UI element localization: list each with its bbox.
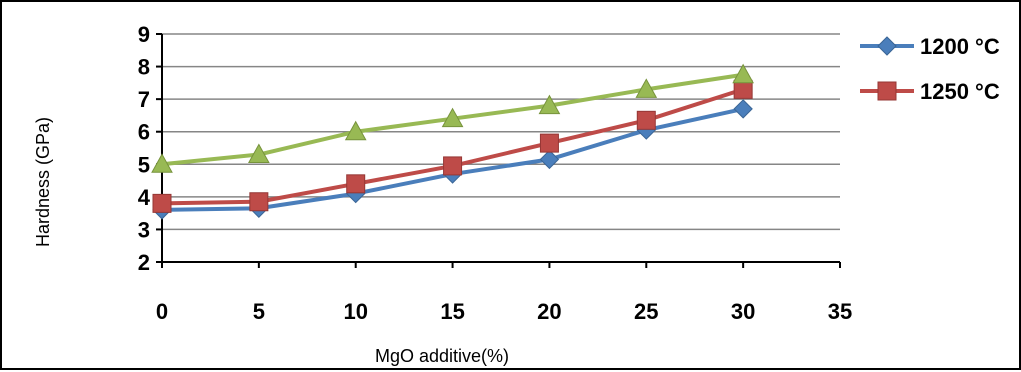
x-tick-label-15: 15 bbox=[440, 299, 464, 324]
data-point-s1-0 bbox=[152, 193, 172, 213]
legend-label-1: 1250 °C bbox=[920, 79, 1000, 104]
data-point-s2-6 bbox=[732, 63, 754, 84]
data-point-s1-1 bbox=[249, 192, 269, 212]
data-point-s2-3 bbox=[441, 107, 464, 128]
y-tick-label-3: 3 bbox=[138, 217, 150, 242]
x-tick-label-5: 5 bbox=[253, 299, 265, 324]
x-tick-label-20: 20 bbox=[537, 299, 561, 324]
legend-label-0: 1200 °C bbox=[920, 34, 1000, 59]
legend: 1200 °C 1250 °C bbox=[860, 34, 1000, 104]
x-axis-title: MgO additive(%) bbox=[375, 346, 509, 366]
y-tick-label-5: 5 bbox=[138, 152, 150, 177]
x-tick-label-35: 35 bbox=[828, 299, 852, 324]
data-point-s2-5 bbox=[635, 78, 658, 98]
tick-labels: 2 3 4 5 6 7 8 9 0 5 10 15 20 25 30 35 bbox=[138, 22, 852, 324]
data-point-s2-0 bbox=[151, 153, 173, 173]
y-tick-label-6: 6 bbox=[138, 120, 150, 145]
data-point-s2-2 bbox=[344, 120, 367, 141]
series-lines bbox=[161, 72, 744, 212]
series-markers bbox=[151, 63, 754, 220]
data-point-s1-5 bbox=[636, 110, 656, 130]
x-tick-label-0: 0 bbox=[156, 299, 168, 324]
x-tick-label-10: 10 bbox=[343, 299, 367, 324]
y-tick-label-8: 8 bbox=[138, 55, 150, 80]
data-point-s0-6 bbox=[733, 99, 753, 119]
y-axis-title: Hardness (GPa) bbox=[33, 117, 53, 247]
data-point-s1-2 bbox=[346, 174, 366, 194]
data-point-s0-4 bbox=[539, 149, 560, 170]
x-tick-label-30: 30 bbox=[731, 299, 755, 324]
data-point-s2-1 bbox=[248, 143, 270, 164]
x-tick-label-25: 25 bbox=[634, 299, 658, 324]
y-tick-label-2: 2 bbox=[138, 250, 150, 275]
data-point-s2-4 bbox=[538, 94, 561, 115]
y-tick-label-4: 4 bbox=[138, 185, 151, 210]
series-line-1 bbox=[161, 87, 744, 206]
data-point-s1-3 bbox=[443, 156, 463, 176]
y-tick-label-7: 7 bbox=[138, 87, 150, 112]
data-point-s1-4 bbox=[539, 133, 559, 153]
legend-marker-0 bbox=[877, 36, 897, 56]
y-tick-label-9: 9 bbox=[138, 22, 150, 47]
legend-marker-1 bbox=[877, 81, 897, 101]
